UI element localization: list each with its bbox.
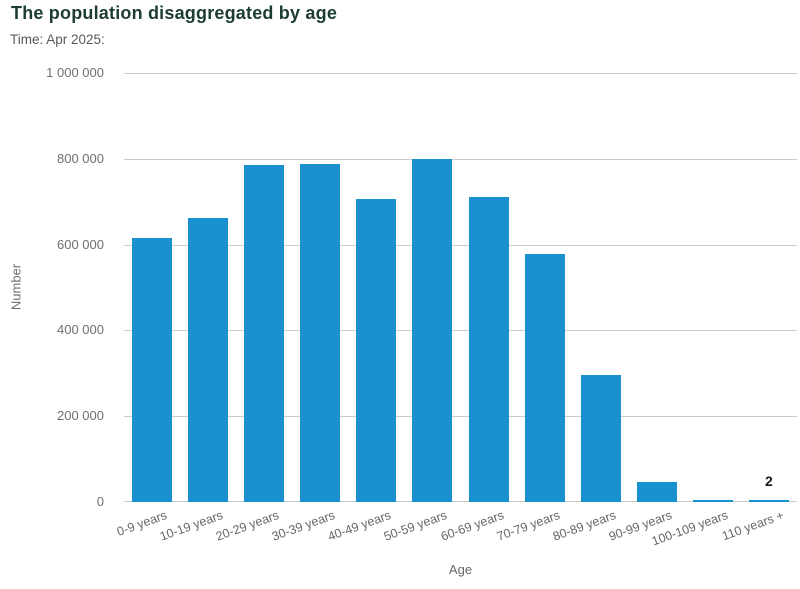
x-tick-label: 0-9 years (115, 508, 169, 539)
x-tick-label: 30-39 years (270, 508, 338, 544)
y-tick-label: 400 000 (57, 322, 104, 338)
y-tick-label: 800 000 (57, 150, 104, 166)
x-tick-label: 10-19 years (158, 508, 225, 544)
bar-80-89-years[interactable] (580, 375, 621, 502)
chart-title: The population disaggregated by age (11, 3, 338, 23)
bar-100-109-years[interactable] (692, 499, 733, 502)
x-tick-label: 90-99 years (606, 508, 674, 544)
gridline (124, 73, 797, 74)
y-tick-label: 1 000 000 (46, 65, 104, 80)
x-tick-label: 70-79 years (494, 508, 562, 544)
gridline (124, 416, 797, 418)
bar-90-99-years[interactable] (636, 482, 677, 502)
x-tick-label: 20-29 years (214, 508, 281, 544)
y-tick-label: 200 000 (57, 408, 104, 424)
x-tick-label: 110 years + (720, 508, 786, 544)
x-tick-label: 50-59 years (382, 508, 450, 544)
bar-20-29-years[interactable] (244, 165, 285, 502)
x-tick-label: 80-89 years (550, 508, 618, 544)
x-tick-label: 60-69 years (438, 508, 506, 544)
x-tick-label: 100-109 years (649, 508, 730, 549)
bar-60-69-years[interactable] (468, 196, 509, 502)
x-axis-title: Age (448, 562, 473, 577)
bar-30-39-years[interactable] (300, 164, 341, 502)
y-tick-label: 0 (96, 494, 104, 509)
bar-0-9-years[interactable] (132, 238, 173, 502)
gridline (124, 244, 797, 246)
chart-subtitle: Time: Apr 2025: (10, 32, 105, 47)
gridline (124, 158, 797, 160)
gridline (124, 501, 797, 502)
bar-70-79-years[interactable] (524, 254, 565, 502)
gridline (124, 330, 797, 332)
bar-40-49-years[interactable] (356, 199, 397, 502)
x-tick-label: 40-49 years (326, 508, 394, 544)
bar-110-years[interactable] (748, 499, 789, 502)
y-axis-labels: 0 200 000 400 000 600 000 800 000 1 000 000 (0, 65, 104, 509)
y-tick-label: 600 000 (57, 236, 104, 252)
bar-10-19-years[interactable] (188, 218, 229, 502)
plot-area (124, 73, 797, 502)
bar-50-59-years[interactable] (412, 158, 453, 502)
